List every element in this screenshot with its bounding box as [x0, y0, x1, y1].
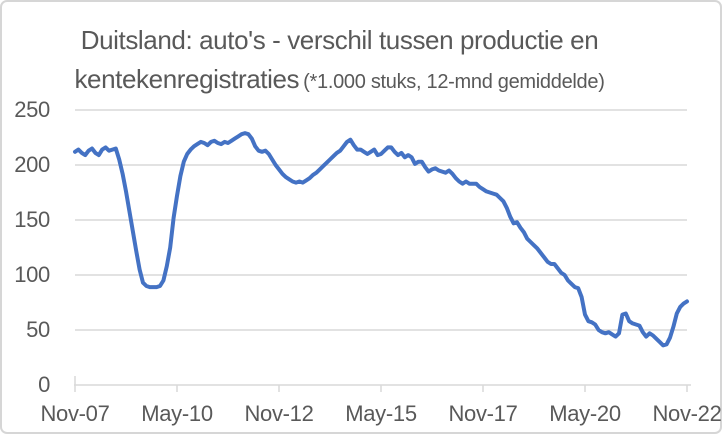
- x-axis-label-nov07: Nov-07: [40, 401, 110, 426]
- x-axis-label-nov12: Nov-12: [244, 401, 314, 426]
- x-axis-label-nov17: Nov-17: [448, 401, 518, 426]
- x-axis-label-may20: May-20: [549, 401, 621, 426]
- series-line: [73, 131, 689, 348]
- chart-title-unit-note: (*1.000 stuks, 12-mnd gemiddelde): [303, 71, 605, 93]
- y-axis-label-0: 0: [38, 372, 50, 397]
- chart-title-line2: kentekenregistraties (*1.000 stuks, 12-m…: [74, 64, 605, 94]
- y-axis-label-250: 250: [14, 97, 50, 122]
- chart-title: Duitsland: auto's - verschil tussen prod…: [32, 23, 647, 101]
- x-axis-label-may10: May-10: [141, 401, 213, 426]
- y-axis-label-200: 200: [14, 152, 50, 177]
- y-axis-label-150: 150: [14, 207, 50, 232]
- x-axis-label-may15: May-15: [345, 401, 417, 426]
- chart-title-line1: Duitsland: auto's - verschil tussen prod…: [80, 25, 599, 55]
- y-axis-label-50: 50: [26, 317, 50, 342]
- x-axis-label-nov22: Nov-22: [652, 401, 722, 426]
- y-axis-label-100: 100: [14, 262, 50, 287]
